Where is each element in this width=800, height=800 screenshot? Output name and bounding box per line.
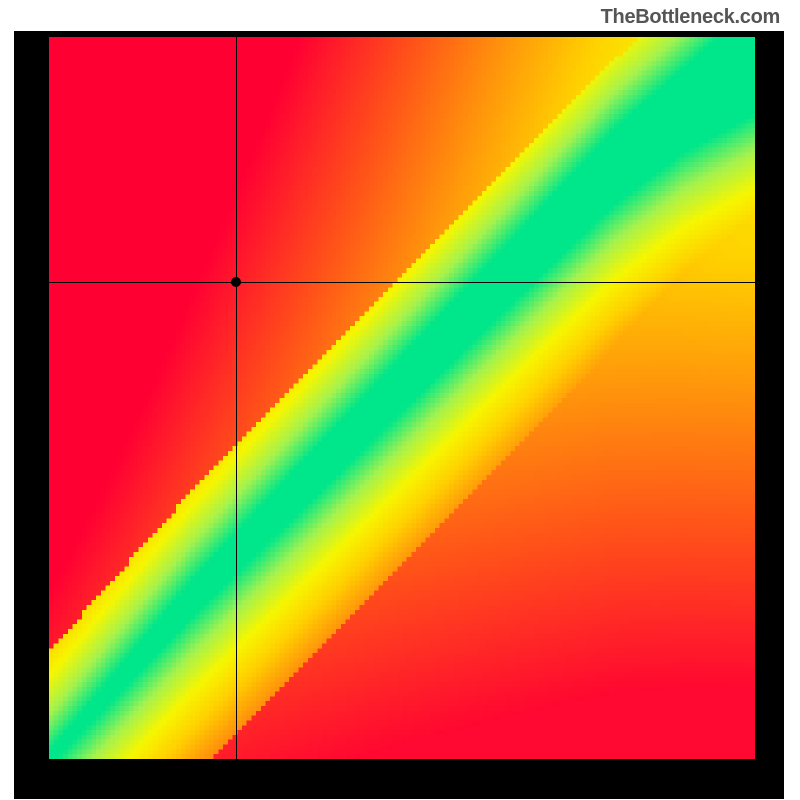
root-container: TheBottleneck.com [0,0,800,800]
crosshair-vertical [236,37,237,759]
crosshair-horizontal [49,282,755,283]
crosshair-marker [231,277,241,287]
heatmap-canvas [49,37,755,759]
watermark-text: TheBottleneck.com [601,6,780,29]
heatmap-plot [49,37,755,759]
